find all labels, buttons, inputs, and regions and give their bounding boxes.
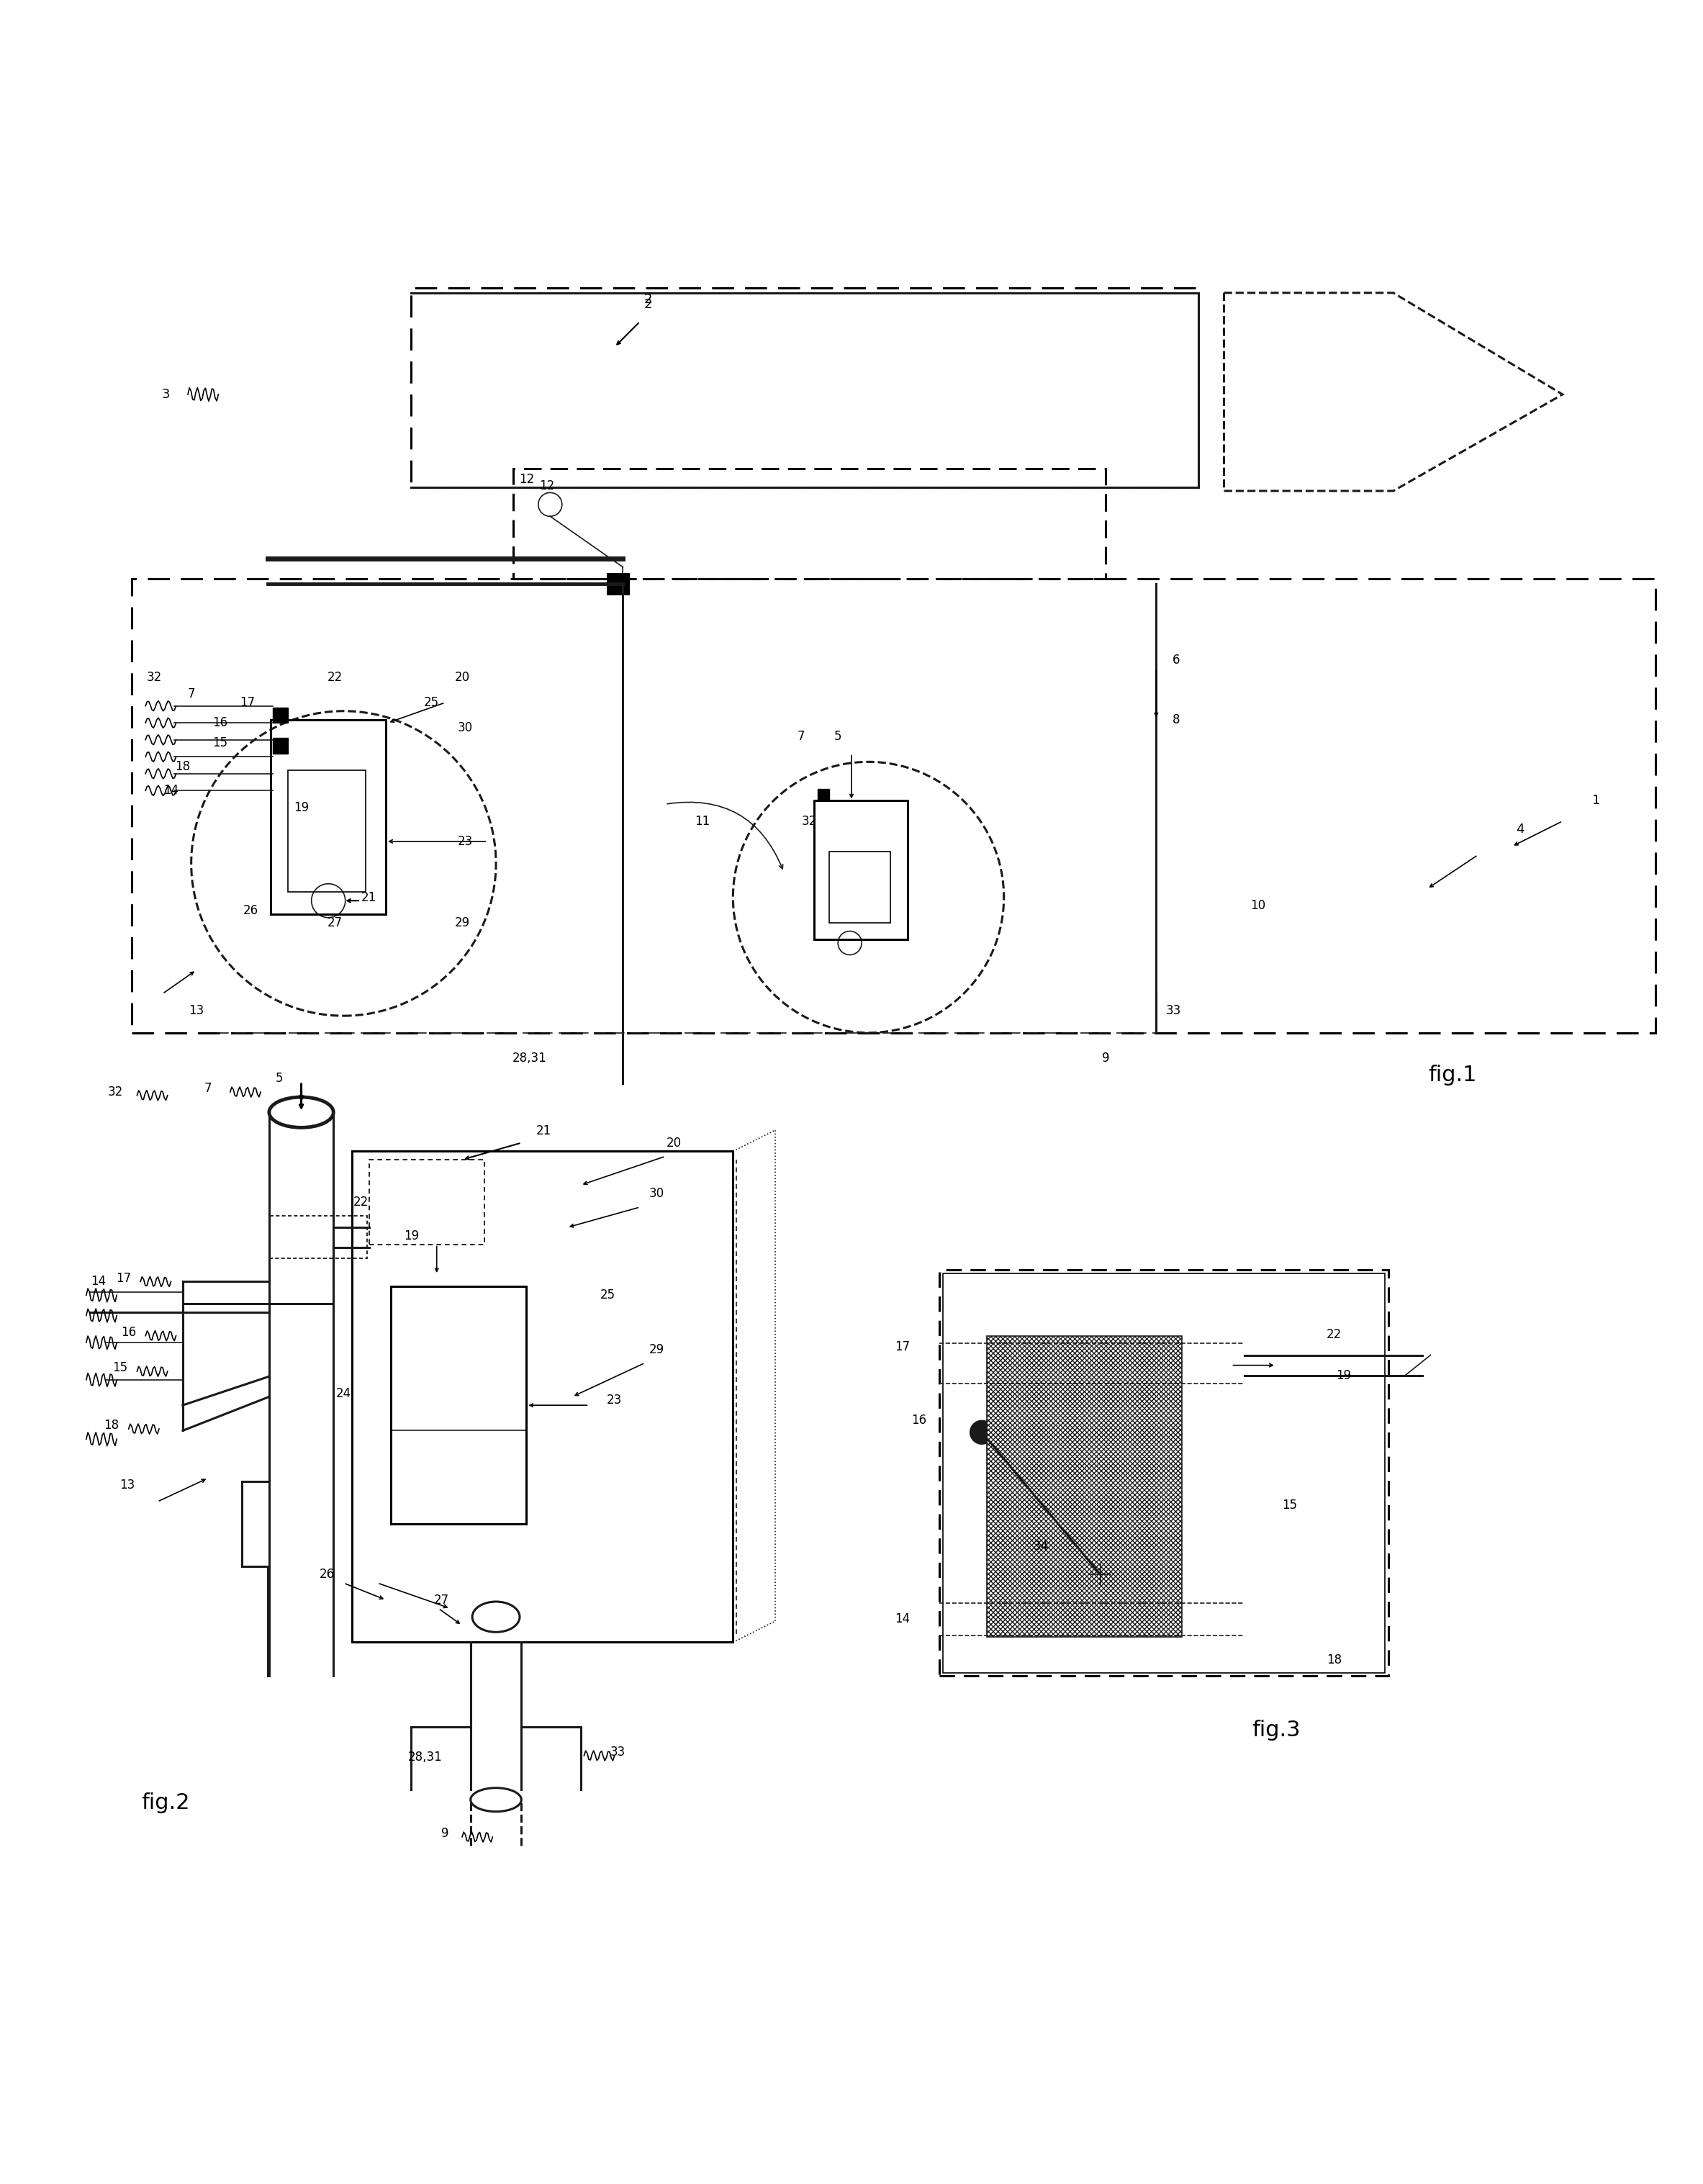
Text: 17: 17 [240, 697, 255, 710]
Polygon shape [272, 738, 288, 753]
Text: 19: 19 [293, 802, 308, 815]
Text: 10: 10 [1250, 900, 1265, 913]
Text: 21: 21 [536, 1125, 552, 1138]
Text: 5: 5 [276, 1072, 283, 1085]
Text: 23: 23 [458, 834, 473, 847]
Text: 7: 7 [187, 688, 196, 701]
Text: 18: 18 [104, 1420, 119, 1433]
Text: 11: 11 [695, 815, 710, 828]
Text: 33: 33 [1165, 1005, 1180, 1018]
Text: 17: 17 [116, 1271, 131, 1284]
Text: 19: 19 [404, 1230, 419, 1243]
Text: 20: 20 [666, 1136, 681, 1149]
Polygon shape [608, 574, 628, 594]
Text: 22: 22 [353, 1195, 368, 1208]
Text: 14: 14 [163, 784, 179, 797]
Text: 19: 19 [1335, 1369, 1350, 1382]
Text: fig.1: fig.1 [1429, 1064, 1477, 1085]
Text: 25: 25 [599, 1289, 615, 1302]
Text: 16: 16 [911, 1413, 926, 1426]
Text: fig.2: fig.2 [141, 1793, 191, 1813]
Text: 9: 9 [441, 1828, 450, 1841]
Text: 22: 22 [327, 670, 342, 684]
Text: 15: 15 [1282, 1498, 1298, 1511]
Text: 30: 30 [649, 1188, 664, 1199]
Text: 28,31: 28,31 [513, 1053, 547, 1064]
Text: 14: 14 [894, 1612, 909, 1625]
Text: 16: 16 [213, 716, 228, 729]
Text: 1: 1 [1592, 795, 1601, 808]
Text: 13: 13 [189, 1005, 204, 1018]
Text: 21: 21 [361, 891, 376, 904]
Text: 30: 30 [458, 721, 473, 734]
Text: 17: 17 [894, 1341, 909, 1354]
Text: 32: 32 [146, 670, 162, 684]
Text: 23: 23 [606, 1393, 622, 1406]
Text: 15: 15 [213, 736, 228, 749]
Text: 22: 22 [1327, 1328, 1342, 1341]
Text: 12: 12 [540, 478, 555, 491]
Polygon shape [272, 708, 288, 723]
Text: 24: 24 [335, 1387, 351, 1400]
Text: 34: 34 [1034, 1540, 1049, 1553]
Text: 8: 8 [1173, 712, 1180, 725]
Text: 32: 32 [107, 1085, 123, 1099]
Text: 16: 16 [121, 1326, 136, 1339]
Text: 3: 3 [162, 389, 170, 402]
Text: 27: 27 [327, 917, 342, 928]
Text: 2: 2 [644, 299, 652, 310]
Text: 7: 7 [797, 729, 804, 743]
Text: 20: 20 [455, 670, 470, 684]
Text: 18: 18 [175, 760, 191, 773]
Bar [988, 1337, 1182, 1638]
Circle shape [971, 1420, 995, 1444]
Text: 26: 26 [318, 1568, 334, 1581]
Text: 2: 2 [644, 293, 652, 306]
Text: 14: 14 [90, 1275, 106, 1289]
Text: 9: 9 [1102, 1053, 1109, 1064]
Text: 12: 12 [519, 472, 535, 485]
Text: 25: 25 [424, 697, 439, 710]
Text: fig.3: fig.3 [1252, 1719, 1301, 1741]
Text: 15: 15 [112, 1361, 128, 1374]
Text: 29: 29 [649, 1343, 664, 1356]
Text: 27: 27 [434, 1594, 450, 1607]
Text: 33: 33 [610, 1745, 625, 1758]
Text: 6: 6 [1173, 653, 1180, 666]
Text: 5: 5 [834, 729, 841, 743]
Polygon shape [817, 788, 829, 802]
Text: 26: 26 [244, 904, 259, 917]
Text: 29: 29 [455, 917, 470, 928]
Text: 28,31: 28,31 [407, 1752, 443, 1765]
Text: 32: 32 [802, 815, 817, 828]
Text: 7: 7 [204, 1081, 211, 1094]
Text: 4: 4 [1516, 823, 1524, 836]
Text: 18: 18 [1327, 1653, 1342, 1666]
Text: 13: 13 [119, 1479, 135, 1492]
